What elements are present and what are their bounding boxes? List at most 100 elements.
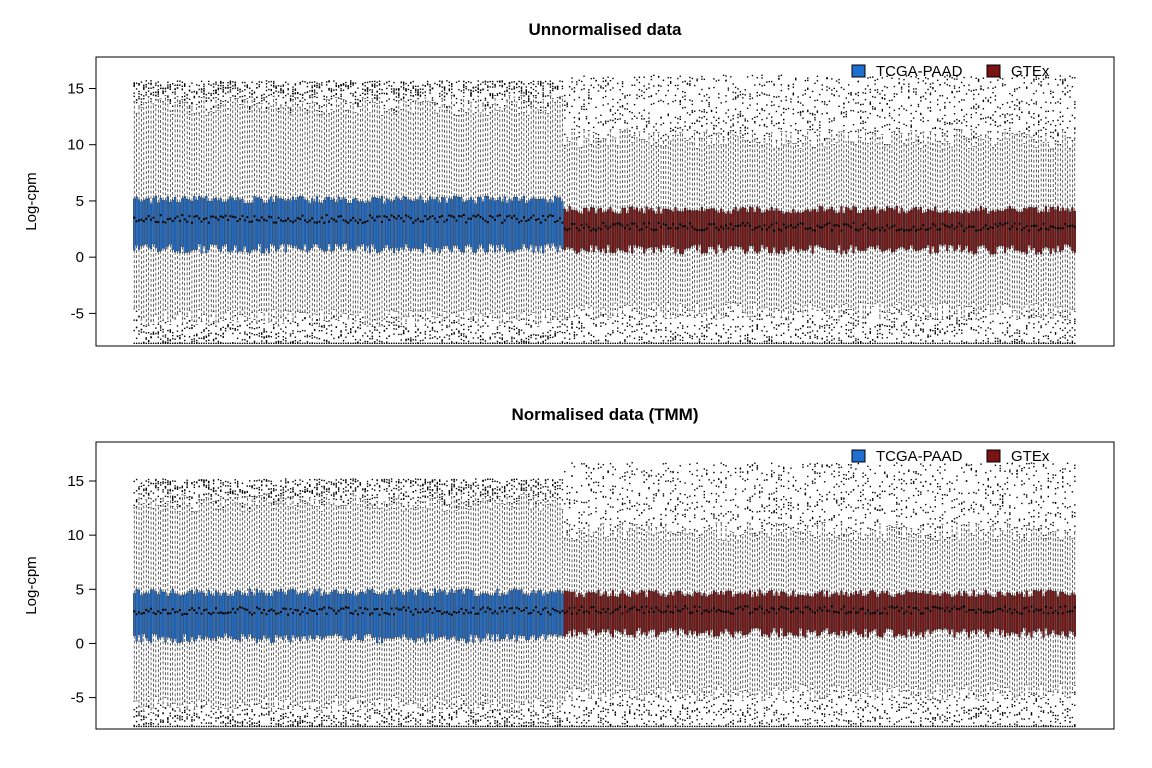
- box: [828, 87, 831, 345]
- outlier-point: [758, 318, 761, 321]
- outlier-point: [482, 88, 484, 91]
- outlier-point: [422, 317, 424, 319]
- outlier-point: [256, 96, 258, 98]
- outlier-point: [674, 116, 677, 119]
- box-body: [582, 207, 586, 250]
- box: [669, 76, 672, 345]
- outlier-point: [631, 126, 633, 129]
- box-body: [287, 198, 290, 245]
- outlier-point: [775, 122, 778, 125]
- outlier-point: [792, 113, 795, 115]
- box-body: [279, 198, 283, 245]
- box: [667, 76, 670, 345]
- outlier-point: [198, 96, 200, 98]
- box-body: [378, 198, 381, 253]
- outlier-point: [472, 316, 475, 318]
- outlier-point: [655, 129, 657, 131]
- outlier-point: [248, 92, 251, 94]
- outlier-point: [811, 90, 814, 93]
- outlier-point: [196, 91, 198, 93]
- outlier-point: [203, 336, 205, 338]
- outlier-point: [297, 92, 299, 95]
- box-body: [522, 195, 526, 244]
- box-body: [414, 199, 417, 249]
- box: [325, 81, 328, 345]
- outlier-point: [511, 327, 513, 330]
- outlier-point: [212, 105, 215, 108]
- outlier-point: [222, 90, 224, 92]
- outlier-point: [407, 330, 410, 332]
- outlier-point: [826, 320, 828, 323]
- outlier-point: [369, 101, 371, 104]
- outlier-point: [809, 126, 811, 128]
- outlier-point: [220, 100, 222, 102]
- outlier-point: [802, 134, 804, 137]
- outlier-point: [171, 105, 174, 107]
- outlier-point: [754, 315, 756, 318]
- outlier-point: [503, 83, 506, 85]
- box: [229, 80, 232, 345]
- outlier-point: [258, 84, 260, 86]
- outlier-point: [742, 97, 744, 99]
- box: [510, 81, 513, 345]
- outlier-point: [489, 338, 491, 340]
- outlier-point: [229, 83, 232, 85]
- outlier-point: [203, 83, 205, 86]
- outlier-point: [289, 111, 292, 114]
- outlier-point: [549, 80, 552, 82]
- outlier-point: [730, 326, 732, 328]
- outlier-point: [552, 85, 554, 88]
- outlier-point: [441, 86, 443, 88]
- outlier-point: [770, 120, 773, 122]
- outlier-point: [159, 329, 162, 332]
- outlier-point: [686, 342, 689, 345]
- outlier-point: [479, 342, 482, 345]
- outlier-point: [422, 339, 424, 341]
- outlier-point: [701, 117, 703, 119]
- outlier-point: [607, 342, 609, 345]
- outlier-point: [619, 341, 621, 343]
- outlier-point: [787, 342, 790, 345]
- outlier-point: [162, 341, 164, 343]
- outlier-point: [275, 337, 277, 339]
- outlier-point: [171, 334, 174, 337]
- outlier-point: [823, 330, 826, 332]
- outlier-point: [734, 108, 737, 110]
- outlier-point: [783, 341, 785, 343]
- outlier-point: [402, 332, 405, 335]
- outlier-point: [234, 84, 236, 87]
- outlier-point: [751, 320, 754, 322]
- outlier-point: [648, 87, 650, 89]
- outlier-point: [292, 95, 294, 97]
- outlier-point: [297, 97, 299, 99]
- outlier-point: [590, 77, 592, 80]
- box-body: [558, 197, 562, 246]
- box-body: [727, 210, 730, 249]
- box-body: [289, 200, 292, 245]
- outlier-point: [285, 326, 287, 328]
- box: [231, 81, 234, 345]
- outlier-point: [458, 110, 460, 112]
- outlier-point: [496, 93, 499, 95]
- outlier-point: [405, 88, 407, 90]
- box-body: [166, 196, 169, 247]
- outlier-point: [564, 324, 566, 326]
- outlier-point: [345, 342, 347, 345]
- outlier-point: [828, 341, 831, 343]
- outlier-point: [333, 315, 335, 317]
- box: [366, 81, 369, 345]
- outlier-point: [737, 121, 739, 123]
- outlier-point: [833, 319, 835, 321]
- outlier-point: [321, 325, 323, 328]
- box-body: [354, 198, 357, 251]
- outlier-point: [540, 101, 542, 104]
- outlier-point: [294, 340, 297, 342]
- outlier-point: [556, 88, 559, 90]
- outlier-point: [549, 336, 552, 339]
- outlier-point: [609, 108, 612, 111]
- outlier-point: [398, 326, 400, 328]
- box-body: [698, 211, 701, 245]
- outlier-point: [477, 337, 479, 339]
- outlier-point: [653, 337, 655, 339]
- outlier-point: [301, 329, 304, 332]
